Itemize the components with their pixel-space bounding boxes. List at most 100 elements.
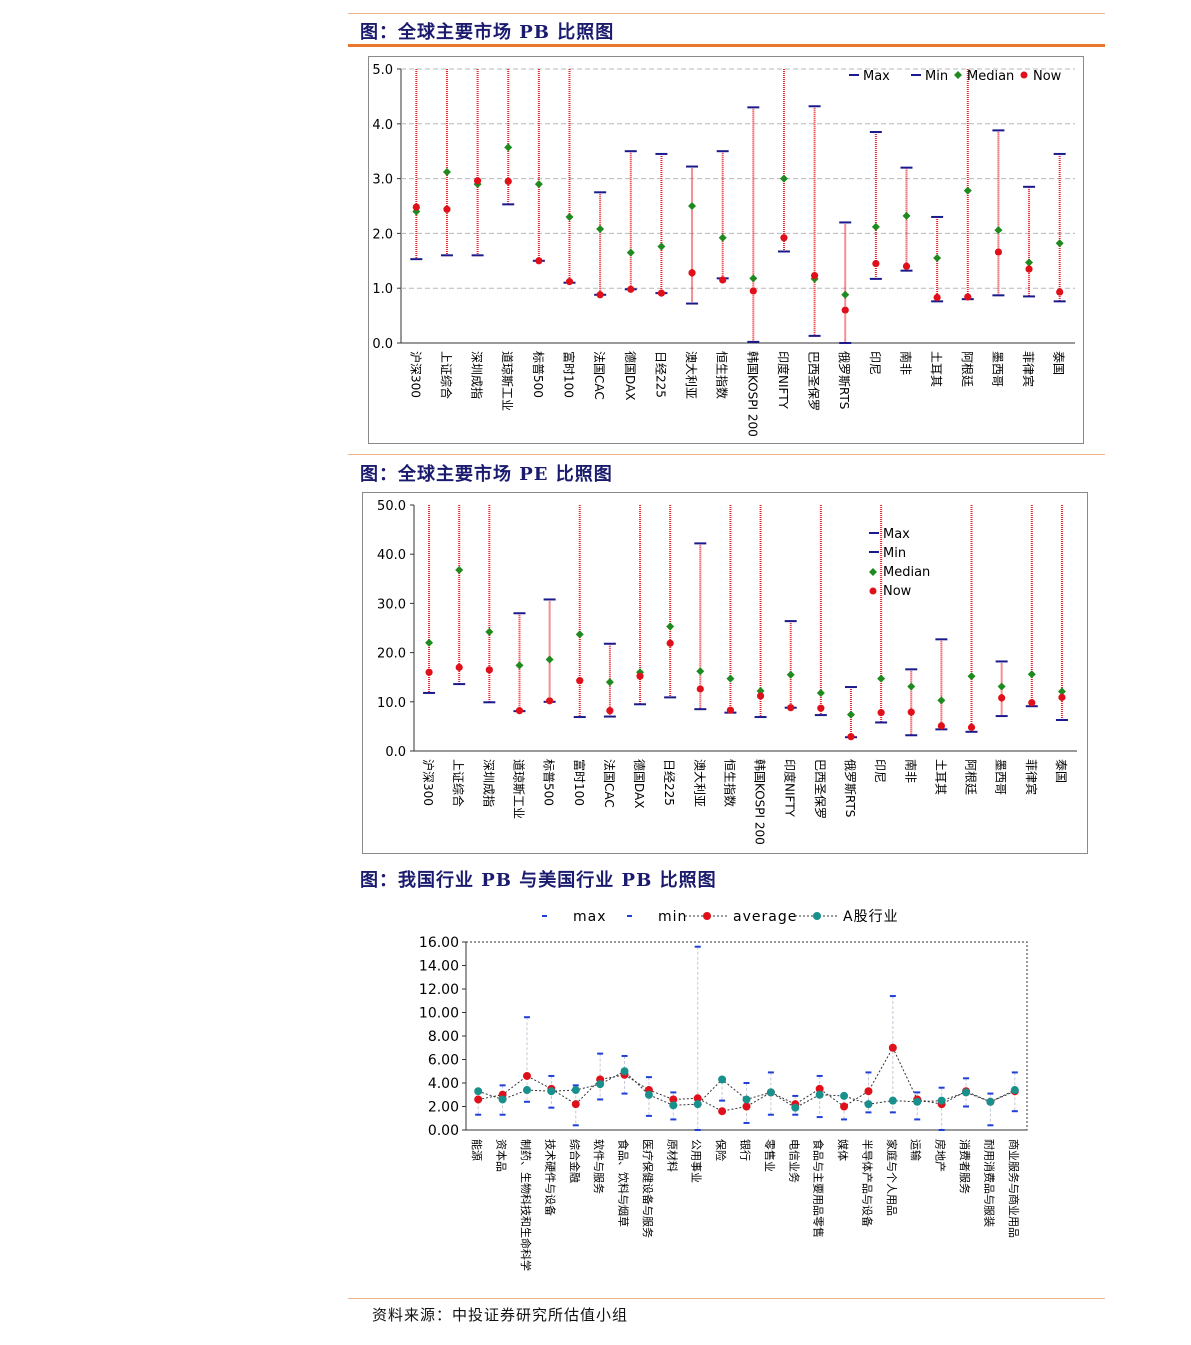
average-point	[474, 1095, 483, 1104]
y-tick-label: 10.00	[419, 1006, 459, 1022]
category-label: 标普500	[531, 351, 545, 398]
a-share-point	[571, 1086, 580, 1095]
category-label: 家庭与个人用品	[885, 1139, 899, 1216]
category-label: 商业服务与商业用品	[1007, 1139, 1021, 1238]
now-point	[847, 733, 855, 741]
legend-marker	[954, 71, 962, 79]
now-point	[627, 285, 635, 293]
category-label: 运输	[909, 1139, 923, 1161]
category-label: 制药、生物科技和生命科学	[519, 1139, 533, 1271]
y-tick-label: 2.0	[372, 227, 393, 242]
now-point	[933, 293, 941, 302]
now-point	[666, 639, 674, 647]
median-point	[605, 678, 614, 687]
category-label: 道琼斯工业	[500, 351, 515, 411]
average-point	[840, 1102, 849, 1111]
median-point	[626, 248, 635, 257]
now-point	[485, 666, 493, 674]
now-point	[902, 262, 911, 270]
median-point	[816, 688, 825, 697]
pb-chart-panel: 0.0 1.0 2.0 3.0 4.0 5.0 沪深300 上证综合 深圳成指 道琼斯工业 标普50…	[368, 56, 1084, 444]
y-tick-label: 0.00	[428, 1123, 459, 1139]
category-label: 印尼	[868, 351, 882, 375]
y-tick-label: 8.00	[428, 1029, 459, 1045]
median-point	[1025, 258, 1034, 267]
legend-marker	[1020, 71, 1028, 79]
category-label: 菲律宾	[1024, 759, 1039, 795]
pe-chart-panel: 0.0 10.0 20.0 30.0 40.0 50.0 沪深300 上证综合 深圳成指 道琼斯工…	[362, 492, 1088, 854]
pe-chart: 0.0 10.0 20.0 30.0 40.0 50.0 沪深300 上证综合 深圳成指 道琼斯工…	[377, 499, 1077, 845]
now-point	[596, 291, 604, 299]
now-point	[1056, 288, 1064, 296]
now-point	[719, 276, 727, 284]
a-share-point	[742, 1095, 751, 1104]
category-label: 韩国KOSPI 200	[745, 351, 760, 437]
legend-marker	[813, 912, 821, 920]
category-label: 印度NIFTY	[776, 351, 791, 410]
category-label: 银行	[739, 1139, 753, 1161]
now-point	[877, 709, 885, 717]
category-label: 墨西哥	[994, 759, 1008, 795]
median-point	[902, 211, 911, 220]
category-label: 恒生指数	[715, 351, 730, 399]
category-label: 房地产	[934, 1139, 948, 1172]
median-point	[565, 212, 574, 221]
category-label: 南非	[899, 351, 914, 375]
y-tick-label: 0.0	[385, 745, 406, 760]
pb-chart-title: 图：全球主要市场 PB 比照图	[360, 22, 615, 43]
category-label: 阿根廷	[964, 759, 978, 795]
category-label: 上证综合	[451, 759, 466, 807]
median-point	[749, 274, 758, 283]
a-share-point	[1010, 1086, 1019, 1095]
legend-label: Min	[883, 546, 906, 561]
a-share-point	[693, 1100, 702, 1109]
bottom-rule	[348, 1298, 1105, 1299]
a-share-point	[864, 1100, 873, 1109]
average-point	[864, 1087, 873, 1096]
median-point	[534, 180, 543, 189]
median-point	[485, 627, 494, 636]
y-tick-label: 4.0	[372, 118, 393, 133]
now-point	[565, 278, 574, 286]
category-label: 恒生指数	[722, 759, 737, 807]
y-tick-label: 16.00	[419, 935, 459, 951]
y-tick-label: 6.00	[428, 1053, 459, 1069]
now-point	[606, 707, 614, 715]
source-note: 资料来源：中投证券研究所估值小组	[372, 1306, 629, 1324]
category-label: 道琼斯工业	[511, 759, 526, 819]
y-tick-label: 10.0	[377, 696, 406, 711]
median-point	[1055, 239, 1064, 248]
median-point	[657, 242, 666, 251]
category-label: 公用事业	[690, 1139, 703, 1183]
a-share-point	[596, 1080, 605, 1089]
median-point	[1057, 687, 1066, 696]
now-point	[841, 306, 849, 314]
category-label: 能源	[470, 1139, 484, 1161]
category-label: 印尼	[873, 759, 887, 783]
now-point	[1028, 699, 1036, 707]
average-point	[815, 1084, 824, 1093]
y-tick-label: 50.0	[377, 499, 406, 514]
category-label: 半导体产品与设备	[860, 1139, 874, 1227]
average-point	[742, 1102, 751, 1111]
average-point	[669, 1095, 678, 1104]
category-label: 食品与主要用品零售	[812, 1139, 826, 1238]
category-label: 富时100	[572, 759, 587, 806]
median-point	[455, 565, 464, 574]
a-share-point	[937, 1096, 946, 1105]
now-point	[504, 177, 512, 185]
median-point	[718, 233, 727, 242]
category-label: 南非	[903, 759, 918, 783]
category-label: 深圳成指	[470, 351, 485, 399]
y-tick-label: 14.00	[419, 959, 459, 975]
median-point	[846, 710, 855, 719]
now-point	[1025, 265, 1033, 273]
a-share-point	[986, 1097, 995, 1106]
industry-chart-panel: 0.00 2.00 4.00 6.00 8.00 10.00 12.00 14.00 16.00…	[362, 895, 1062, 1295]
y-tick-label: 1.0	[372, 282, 393, 297]
median-point	[933, 254, 942, 263]
category-label: 标普500	[542, 759, 556, 806]
legend-label: Now	[1033, 69, 1062, 84]
now-point	[688, 269, 696, 277]
now-point	[780, 234, 788, 242]
